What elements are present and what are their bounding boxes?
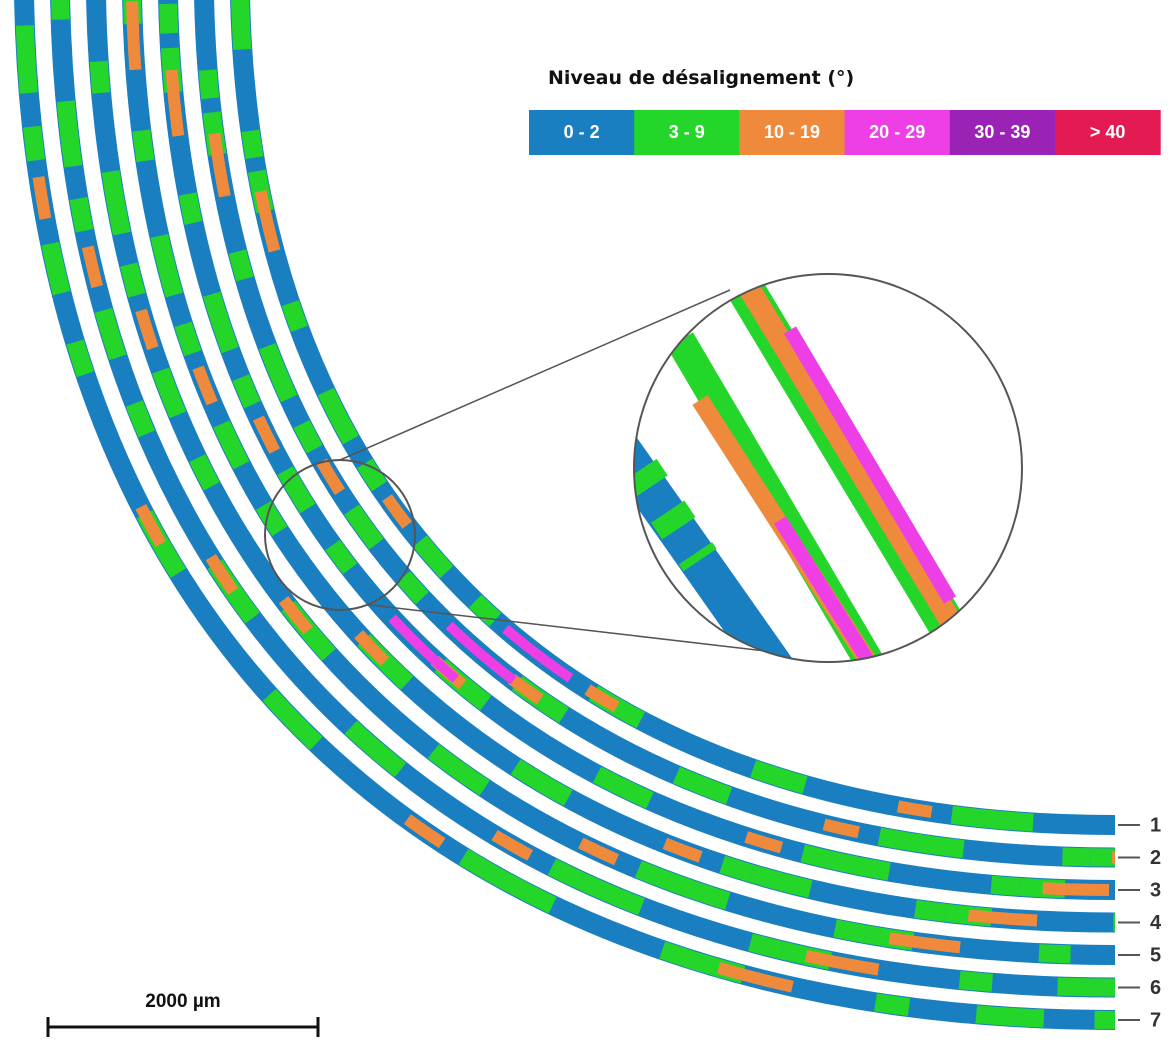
legend-label: 30 - 39 — [974, 122, 1030, 142]
legend-title: Niveau de désalignement (°) — [548, 67, 854, 89]
zoom-line — [339, 289, 731, 461]
tow-segment — [87, 0, 1116, 964]
legend-swatch — [739, 110, 846, 155]
tow-number: 4 — [1150, 912, 1162, 934]
tow-segment — [163, 0, 1116, 895]
tow-segment — [159, 0, 1116, 899]
legend: 0 - 2 3 - 9 10 - 19 20 - 29 30 - 39 > 40 — [529, 110, 1161, 155]
tow-number: 1 — [1150, 814, 1161, 836]
zoom-detail — [634, 274, 1022, 662]
tow-segment — [123, 0, 1116, 932]
tow-segment — [54, 0, 1116, 994]
tow-number: 7 — [1150, 1009, 1161, 1031]
tow-segment — [234, 0, 1116, 831]
tow-number: 3 — [1150, 879, 1161, 901]
zoom-source — [264, 459, 416, 611]
tow-number: 2 — [1150, 847, 1161, 869]
legend-swatch — [1055, 110, 1161, 155]
legend-label: 20 - 29 — [869, 122, 925, 142]
legend-swatch — [949, 110, 1056, 155]
legend-swatch — [634, 110, 740, 155]
tow-segment — [231, 0, 1116, 834]
scale-label: 2000 µm — [145, 991, 220, 1012]
legend-label: 0 - 2 — [564, 122, 600, 142]
zoom-circle — [633, 273, 1023, 663]
tow-number: 5 — [1150, 944, 1161, 966]
tow-segment — [199, 0, 1116, 863]
legend-swatch — [529, 110, 635, 155]
legend-swatch — [844, 110, 951, 155]
tow-segment — [15, 0, 1116, 1029]
tow-number: 6 — [1150, 977, 1161, 999]
legend-label: > 40 — [1090, 122, 1126, 142]
legend-label: 3 - 9 — [669, 122, 705, 142]
zoom-line — [369, 604, 801, 656]
legend-label: 10 - 19 — [764, 122, 820, 142]
tow-bands — [14, 0, 1116, 1030]
